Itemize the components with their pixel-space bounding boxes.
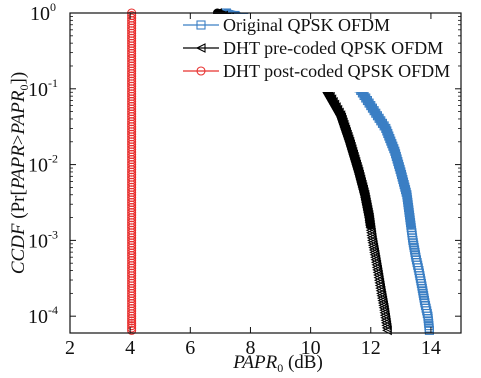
y-tick-label: 100 bbox=[30, 0, 56, 25]
series-point-pre-coded bbox=[327, 97, 338, 107]
axis-ticks: 2 4 6 8 10 12 14 100 10-1 10-2 10-3 10-4 bbox=[28, 0, 461, 359]
series-point-pre-coded bbox=[332, 104, 343, 115]
x-tick-label: 6 bbox=[185, 337, 195, 359]
series-point-pre-coded bbox=[324, 91, 335, 102]
series-point-pre-coded bbox=[348, 149, 359, 160]
series-point-original bbox=[362, 95, 372, 106]
y-axis-label: CCDF (Pr[PAPR>PAPR0]) bbox=[8, 72, 31, 274]
series-point-pre-coded bbox=[340, 124, 351, 135]
series-point-post-coded bbox=[127, 306, 137, 316]
legend-background bbox=[178, 14, 460, 92]
series-point-original bbox=[374, 113, 384, 123]
series-point-post-coded bbox=[127, 309, 137, 319]
series-point-pre-coded bbox=[349, 154, 360, 165]
series-point-pre-coded bbox=[352, 162, 362, 172]
series-point-pre-coded bbox=[335, 110, 346, 120]
y-tick-label: 10-3 bbox=[28, 227, 58, 252]
series-point-pre-coded bbox=[330, 102, 341, 113]
series-point-pre-coded bbox=[354, 169, 364, 180]
legend-label-original: Original QPSK OFDM bbox=[223, 15, 390, 35]
series-point-original bbox=[376, 116, 386, 126]
series-point-post-coded bbox=[127, 323, 137, 333]
series-point-post-coded bbox=[127, 316, 137, 326]
series-point-pre-coded bbox=[352, 164, 363, 175]
series-point-pre-coded bbox=[337, 117, 348, 128]
series-point-pre-coded bbox=[338, 119, 349, 130]
legend-marker-post-coded bbox=[196, 66, 206, 76]
y-tick-label: 10-2 bbox=[28, 152, 58, 177]
series-point-pre-coded bbox=[339, 122, 350, 133]
series-point-pre-coded bbox=[342, 129, 352, 140]
series-point-pre-coded bbox=[336, 112, 347, 123]
series-point-pre-coded bbox=[348, 151, 359, 162]
x-tick-label: 12 bbox=[361, 337, 381, 359]
series-point-pre-coded bbox=[355, 174, 366, 185]
series-point-pre-coded bbox=[343, 134, 354, 145]
series-point-post-coded bbox=[127, 313, 137, 324]
series-point-original bbox=[366, 101, 376, 111]
series-point-original bbox=[369, 106, 379, 116]
series-point-pre-coded bbox=[358, 184, 368, 195]
series-point-pre-coded bbox=[342, 132, 353, 142]
series-point-original bbox=[364, 98, 374, 108]
series-point-pre-coded bbox=[354, 172, 365, 182]
x-tick-label: 4 bbox=[125, 337, 135, 359]
series-point-pre-coded bbox=[344, 136, 355, 147]
series-point-pre-coded bbox=[358, 187, 369, 198]
series-point-pre-coded bbox=[357, 182, 368, 193]
series-point-pre-coded bbox=[356, 177, 366, 187]
series-point-pre-coded bbox=[345, 141, 356, 152]
series-point-pre-coded bbox=[326, 94, 337, 105]
series-point-original bbox=[361, 93, 371, 103]
series-point-post-coded bbox=[127, 318, 137, 328]
x-tick-label: 2 bbox=[65, 337, 75, 359]
y-tick-label: 10-1 bbox=[28, 76, 58, 101]
series-point-post-coded bbox=[127, 325, 137, 335]
series-point-post-coded bbox=[127, 321, 137, 331]
series-point-original bbox=[422, 308, 432, 319]
y-tick-label: 10-4 bbox=[28, 303, 58, 328]
series-point-pre-coded bbox=[341, 127, 351, 137]
series-point-pre-coded bbox=[353, 167, 364, 177]
series-point-pre-coded bbox=[356, 179, 367, 190]
x-tick-label: 14 bbox=[421, 337, 441, 359]
legend-label-pre-coded: DHT pre-coded QPSK OFDM bbox=[223, 38, 443, 58]
series-point-original bbox=[424, 325, 434, 335]
legend-marker-original bbox=[196, 20, 206, 30]
legend-label-post-coded: DHT post-coded QPSK OFDM bbox=[223, 61, 450, 81]
series-point-pre-coded bbox=[323, 89, 334, 99]
series-point-pre-coded bbox=[345, 139, 356, 150]
series-point-pre-coded bbox=[347, 146, 358, 157]
legend-marker-pre-coded bbox=[195, 43, 206, 53]
x-axis-label: PAPR0 (dB) bbox=[232, 352, 323, 375]
series-post-coded bbox=[127, 8, 137, 335]
series-point-original bbox=[367, 103, 377, 113]
x-tick-label: 10 bbox=[301, 337, 321, 359]
x-tick-label: 8 bbox=[245, 337, 255, 359]
series-point-pre-coded bbox=[329, 99, 340, 110]
series-point-post-coded bbox=[127, 311, 137, 321]
series-point-pre-coded bbox=[346, 144, 357, 155]
series-point-pre-coded bbox=[351, 159, 362, 170]
legend: Original QPSK OFDM DHT pre-coded QPSK OFD… bbox=[178, 14, 460, 92]
plot-frame bbox=[69, 12, 462, 334]
series-point-pre-coded bbox=[337, 115, 347, 125]
series-point-original bbox=[371, 108, 381, 118]
series-point-pre-coded bbox=[350, 156, 361, 167]
series-point-pre-coded bbox=[333, 107, 344, 118]
series-point-pre-coded bbox=[382, 325, 392, 336]
series-point-original bbox=[372, 111, 383, 121]
